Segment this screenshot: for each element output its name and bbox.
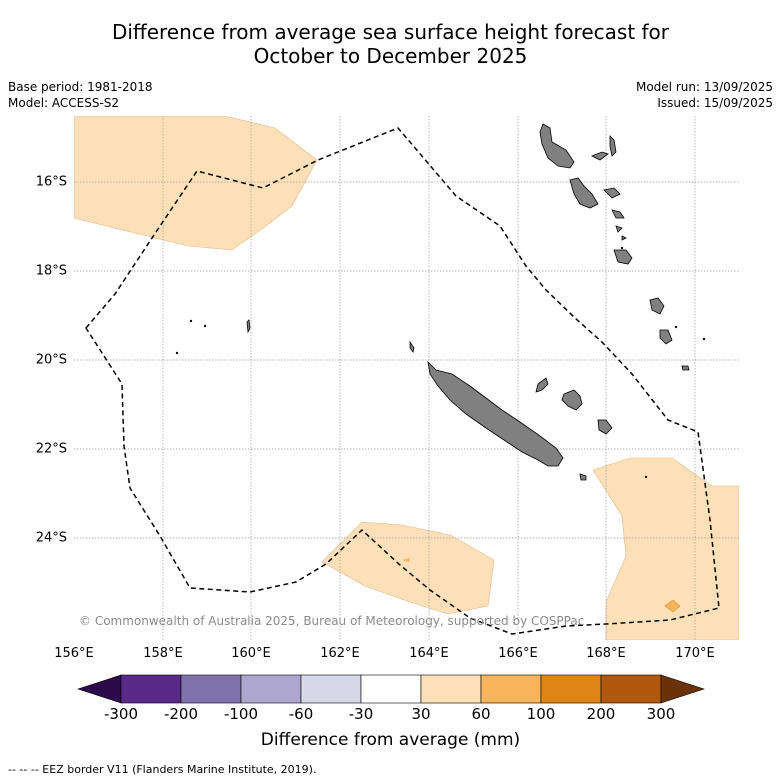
small-islet: [189, 319, 193, 323]
ambrym-island: [603, 187, 621, 199]
x-tick-label: 160°E: [231, 646, 271, 661]
colorbar-bin: [300, 674, 362, 704]
colorbar-bin: [600, 674, 662, 704]
shepherd-islets: [615, 225, 627, 241]
colorbar-bin: [120, 674, 182, 704]
anomaly-patch-60-100: [664, 599, 681, 613]
x-tick-label: 164°E: [409, 646, 449, 661]
pentecost-island: [609, 135, 617, 157]
title-line-2: October to December 2025: [253, 44, 528, 68]
x-tick-label: 156°E: [54, 646, 94, 661]
y-tick-label: 24°S: [35, 530, 67, 546]
y-tick-label: 18°S: [35, 263, 67, 279]
colorbar-extend-low: [77, 674, 122, 704]
ambae-island: [591, 151, 609, 161]
copyright-notice: © Commonwealth of Australia 2025, Bureau…: [79, 614, 585, 628]
colorbar-tick-label: -60: [288, 705, 314, 723]
anomaly-region-southeast: [592, 457, 739, 640]
malekula-island: [569, 177, 599, 209]
ouvea-island: [535, 377, 549, 393]
eez-legend-note: -- -- -- EEZ border V11 (Flanders Marine…: [8, 763, 317, 776]
chesterfield-reef: [246, 319, 251, 334]
colorbar-bin: [180, 674, 242, 704]
mare-island: [597, 419, 613, 435]
x-tick-label: 166°E: [498, 646, 538, 661]
y-tick-label: 22°S: [35, 441, 67, 457]
x-tick-label: 170°E: [675, 646, 715, 661]
lifou-island: [561, 389, 583, 411]
epi-island: [611, 209, 625, 219]
aneityum-island: [681, 365, 690, 371]
y-tick-label: 16°S: [35, 174, 67, 190]
meta-right: Model run: 13/09/2025 Issued: 15/09/2025: [636, 79, 773, 111]
x-tick-label: 162°E: [320, 646, 360, 661]
title-line-1: Difference from average sea surface heig…: [111, 20, 670, 44]
efate-island: [613, 249, 633, 265]
colorbar-bin: [420, 674, 482, 704]
isle-of-pines: [579, 473, 587, 481]
colorbar-tick-label: -30: [348, 705, 374, 723]
x-tick-label: 158°E: [143, 646, 183, 661]
colorbar-tick-label: 100: [526, 705, 556, 723]
belep-islet: [409, 340, 415, 353]
colorbar-tick-label: 60: [471, 705, 491, 723]
colorbar-tick-label: -100: [223, 705, 259, 723]
anomaly-region-south: [321, 521, 495, 615]
colorbar-bin: [540, 674, 602, 704]
base-period: Base period: 1981-2018: [8, 80, 153, 94]
grande-terre-island: [427, 360, 564, 467]
land-masses: [175, 123, 706, 481]
small-islet: [175, 351, 179, 355]
colorbar-tick-label: -200: [163, 705, 199, 723]
map-panel: [74, 116, 739, 640]
small-islet: [203, 324, 207, 328]
colorbar-label: Difference from average (mm): [260, 730, 521, 750]
small-islet: [702, 337, 706, 341]
erromango-island: [649, 297, 665, 315]
colorbar-bin: [240, 674, 302, 704]
small-islet: [620, 246, 624, 250]
small-islet: [644, 475, 648, 479]
colorbar-extend-high: [660, 674, 705, 704]
y-tick-label: 20°S: [35, 352, 67, 368]
colorbar-tick-label: -300: [103, 705, 139, 723]
colorbar-tick-label: 30: [411, 705, 431, 723]
colorbar-bin: [360, 674, 422, 704]
map-title: Difference from average sea surface heig…: [0, 20, 781, 68]
issued-date: Issued: 15/09/2025: [657, 96, 773, 110]
meta-left: Base period: 1981-2018 Model: ACCESS-S2: [8, 79, 153, 111]
tanna-island: [659, 329, 673, 345]
colorbar-tick-label: 300: [646, 705, 676, 723]
espiritu-santo-island: [539, 123, 575, 169]
anomaly-region-northwest: [74, 116, 318, 251]
small-islet: [674, 325, 678, 329]
anomaly-speck: [402, 558, 410, 562]
colorbar-tick-label: 200: [586, 705, 616, 723]
model-run: Model run: 13/09/2025: [635, 80, 773, 94]
model-name: Model: ACCESS-S2: [8, 96, 120, 110]
gridlines: [74, 116, 739, 640]
colorbar-bin: [480, 674, 542, 704]
x-tick-label: 168°E: [586, 646, 626, 661]
colorbar: [77, 674, 705, 704]
